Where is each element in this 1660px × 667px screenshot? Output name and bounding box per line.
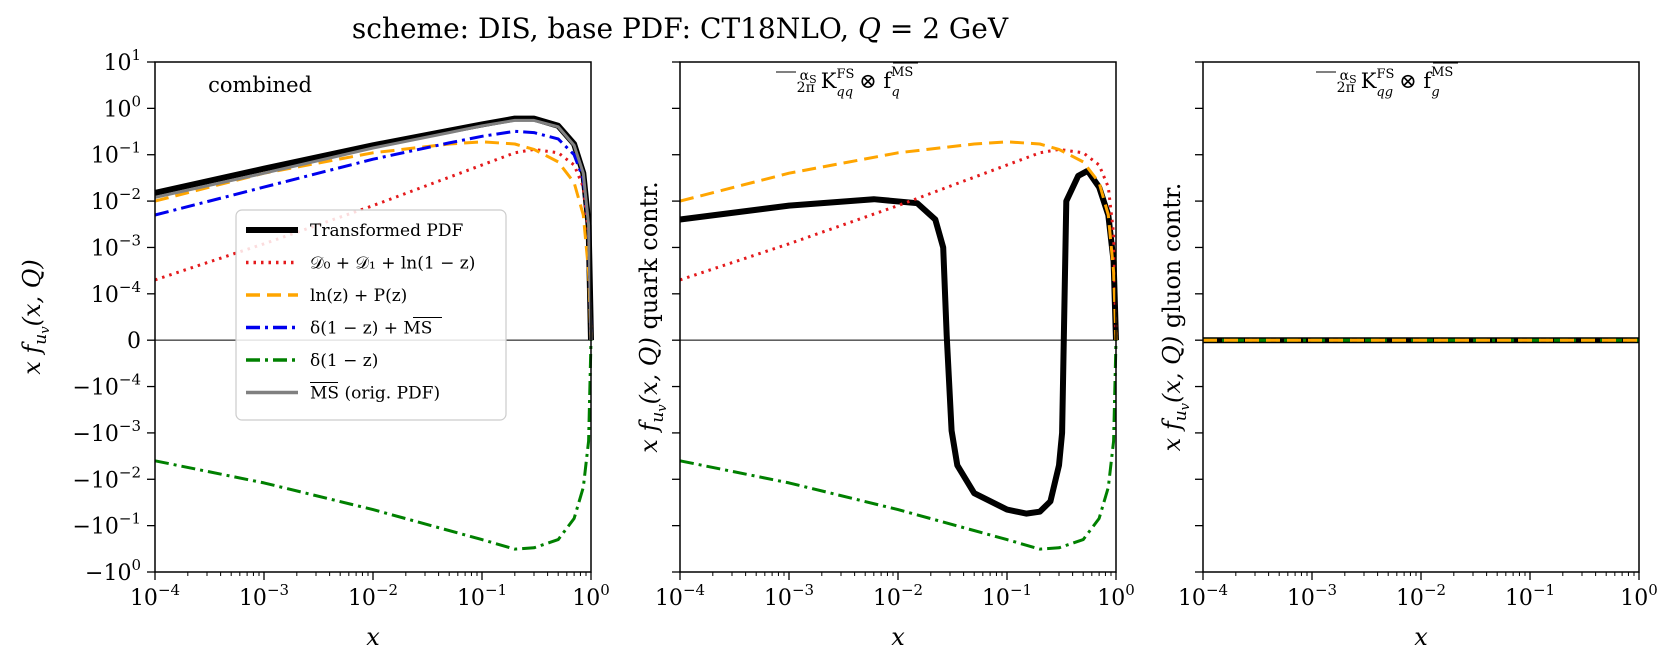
x-tick-label: 10−4	[130, 581, 180, 611]
figure-title: scheme: DIS, base PDF: CT18NLO, Q = 2 Ge…	[352, 12, 1009, 45]
y-tick-label: 10−4	[91, 278, 141, 308]
x-tick-label: 10−3	[1287, 581, 1337, 611]
x-tick-label: 10−1	[457, 581, 507, 611]
x-tick-label: 10−1	[982, 581, 1032, 611]
series-ms-bar-orig-pdf	[154, 118, 593, 341]
panel-gluon-ticks: 10−4 10−3 10−2 10−1 100	[1178, 61, 1658, 611]
legend-label-3: δ(1 − z) + MS	[310, 319, 432, 339]
panel-gluon-xlabel: x	[1414, 623, 1428, 651]
y-tick-label: 100	[103, 92, 141, 122]
y-tick-label: 10−3	[91, 231, 141, 261]
x-tick-label: 10−4	[655, 581, 705, 611]
panel-quark-ylabel: x fuv(x, Q) quark contr.	[635, 181, 670, 452]
legend-label-1: 𝒟₀ + 𝒟₁ + ln(1 − z)	[310, 254, 475, 274]
series-d0-d1-ln-1-z	[679, 147, 1118, 341]
panel-quark-title: αS 2π KFS qq ⊗ fMS q	[797, 65, 914, 100]
panel-combined-xlabel: x	[366, 623, 380, 651]
panel-combined-title: combined	[208, 73, 312, 97]
legend-box	[235, 209, 507, 421]
series-ln-z-p-z	[679, 140, 1118, 341]
panel-quark-ticks: 10−4 10−3 10−2 10−1 100	[655, 61, 1135, 611]
y-tick-label: 10−2	[91, 185, 141, 215]
x-tick-label: 10−3	[764, 581, 814, 611]
x-tick-label: 10−2	[348, 581, 398, 611]
legend-label-5: MS (orig. PDF)	[310, 384, 440, 404]
legend-label-2: ln(z) + P(z)	[310, 286, 407, 306]
x-tick-label: 10−2	[1396, 581, 1446, 611]
panel-gluon-frame	[1202, 61, 1640, 573]
legend-label-0: Transformed PDF	[310, 221, 463, 241]
series-1-z	[679, 340, 1118, 551]
x-tick-label: 10−4	[1178, 581, 1228, 611]
x-tick-label: 100	[1620, 581, 1658, 611]
y-tick-label: −10−4	[72, 371, 141, 401]
series-transformed-pdf	[679, 167, 1119, 517]
panel-gluon-ylabel: x fuv(x, Q) gluon contr.	[1158, 183, 1193, 452]
x-tick-label: 10−1	[1505, 581, 1555, 611]
series-1-z	[154, 340, 593, 551]
panel-gluon-title: αS 2π KFS qg ⊗ fMS g	[1337, 65, 1454, 100]
y-tick-label: −10−2	[72, 463, 141, 493]
y-tick-label: −10−3	[72, 417, 141, 447]
y-tick-label: 10−1	[91, 139, 141, 169]
x-tick-label: 10−3	[239, 581, 289, 611]
legend: Transformed PDF 𝒟₀ + 𝒟₁ + ln(1 − z) ln(z) …	[235, 209, 507, 421]
y-tick-label: 101	[103, 46, 141, 76]
panel-combined-ylabel: x fuv(x, Q)	[18, 259, 53, 375]
panel-combined: 10−4 10−3 10−2 10−1 100 101 100 10−1 10−2 10−3 10−…	[18, 46, 610, 651]
y-tick-label: −10−1	[72, 510, 141, 540]
panel-quark-series	[679, 140, 1119, 551]
panel-gluon: 10−4 10−3 10−2 10−1 100 αS 2π KFS qg ⊗ fMS g x x …	[1158, 61, 1658, 651]
x-tick-label: 10−2	[873, 581, 923, 611]
panel-combined-ticks: 10−4 10−3 10−2 10−1 100 101 100 10−1 10−2 10−3 10−…	[72, 46, 609, 611]
x-tick-label: 100	[1097, 581, 1135, 611]
panel-quark-xlabel: x	[891, 623, 905, 651]
x-tick-label: 100	[572, 581, 610, 611]
y-tick-label: −100	[85, 556, 141, 586]
panel-combined-series	[154, 115, 594, 551]
y-tick-label: 0	[127, 329, 141, 354]
legend-label-4: δ(1 − z)	[310, 351, 378, 371]
panel-quark: 10−4 10−3 10−2 10−1 100 αS 2π KFS qq ⊗ fMS q x x …	[635, 61, 1135, 651]
